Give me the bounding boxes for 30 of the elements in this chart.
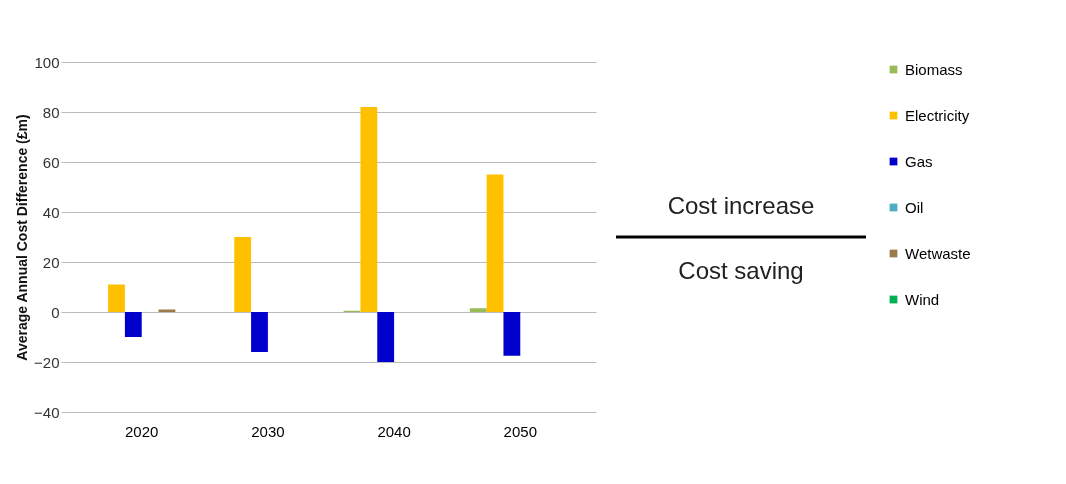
bar [377, 312, 395, 362]
bar [108, 284, 125, 312]
y-axis-title: Average Annual Cost Difference (£m) [14, 114, 31, 361]
x-tick-label: 2020 [125, 422, 159, 440]
y-tick-label: 80 [42, 103, 60, 121]
y-tick-label: 0 [51, 303, 60, 321]
y-tick-label: −40 [34, 403, 60, 421]
bar [251, 312, 268, 352]
y-tick-label: 20 [42, 253, 60, 271]
legend-label: Oil [905, 198, 924, 216]
bar [469, 308, 487, 312]
legend-label: Biomass [905, 60, 963, 78]
text: Cost increase [667, 192, 815, 219]
y-tick-label: 40 [42, 203, 60, 221]
text: Cost saving [678, 257, 804, 284]
bar [360, 107, 378, 312]
y-tick-label: −20 [34, 353, 60, 371]
x-tick-label: 2050 [503, 422, 537, 440]
bar [486, 174, 504, 312]
bar [234, 237, 252, 312]
x-tick-label: 2030 [251, 422, 285, 440]
y-tick-label: 100 [34, 53, 60, 71]
bar [503, 312, 521, 356]
bar [124, 312, 142, 337]
y-tick-label: 60 [42, 153, 60, 171]
legend-label: Electricity [905, 106, 970, 124]
legend-label: Wind [905, 290, 940, 308]
legend-label: Gas [905, 152, 933, 170]
legend-label: Wetwaste [905, 244, 971, 262]
x-tick-label: 2040 [377, 422, 411, 440]
